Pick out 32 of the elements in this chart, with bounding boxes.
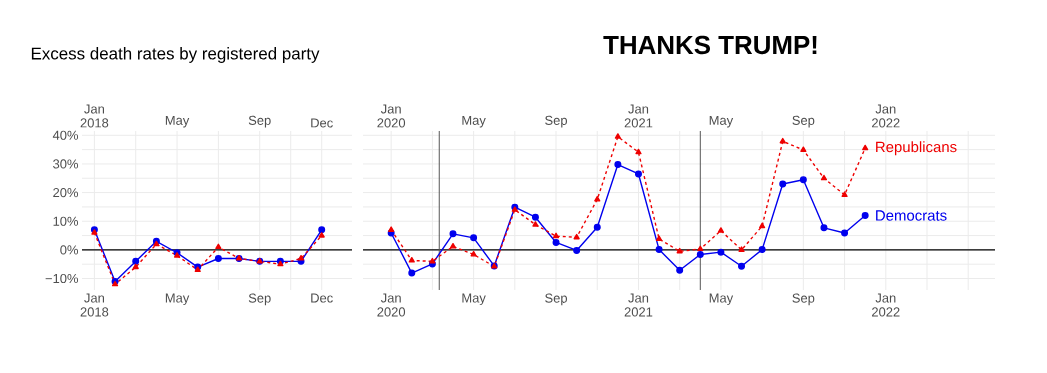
- chart-title: Excess death rates by registered party: [31, 47, 320, 63]
- x2-tick-label: Jan 2018: [80, 104, 109, 128]
- y-tick-label: 20%: [53, 188, 79, 198]
- x2-tick-label: Jan 2021: [624, 104, 653, 128]
- x-tick-label: May: [709, 293, 734, 306]
- x-tick-label: Sep: [545, 293, 568, 306]
- y-tick-label: 30%: [53, 159, 79, 169]
- x2-tick-label: Dec: [311, 118, 333, 128]
- y-tick-label: 0%: [60, 245, 79, 255]
- x-tick-label: Jan 2022: [872, 293, 900, 317]
- x2-tick-label: Sep: [545, 115, 568, 128]
- y-tick-label: −10%: [45, 273, 79, 284]
- x2-tick-label: Sep: [792, 115, 815, 128]
- y-tick-label: 40%: [52, 130, 79, 140]
- x-tick-label: Jan 2018: [80, 293, 109, 317]
- x-tick-label: Sep: [248, 293, 271, 306]
- x-tick-label: Jan 2021: [624, 293, 653, 317]
- x-tick-label: May: [462, 293, 486, 306]
- x2-tick-label: May: [165, 115, 190, 128]
- text: THANKS TRUMP!: [603, 35, 817, 55]
- x2-tick-label: Jan 2020: [377, 104, 406, 128]
- x2-tick-label: May: [709, 115, 734, 128]
- x-tick-label: Jan 2020: [377, 293, 406, 317]
- series-label: Democrats: [876, 210, 947, 221]
- y-tick-label: 10%: [53, 216, 79, 226]
- x2-tick-label: May: [462, 115, 486, 128]
- x2-tick-label: Jan 2022: [872, 104, 900, 128]
- x-tick-label: Dec: [311, 293, 333, 303]
- x2-tick-label: Sep: [248, 115, 271, 128]
- series-label: Republicans: [876, 141, 957, 156]
- x-tick-label: May: [165, 293, 190, 306]
- x-tick-label: Sep: [792, 293, 815, 306]
